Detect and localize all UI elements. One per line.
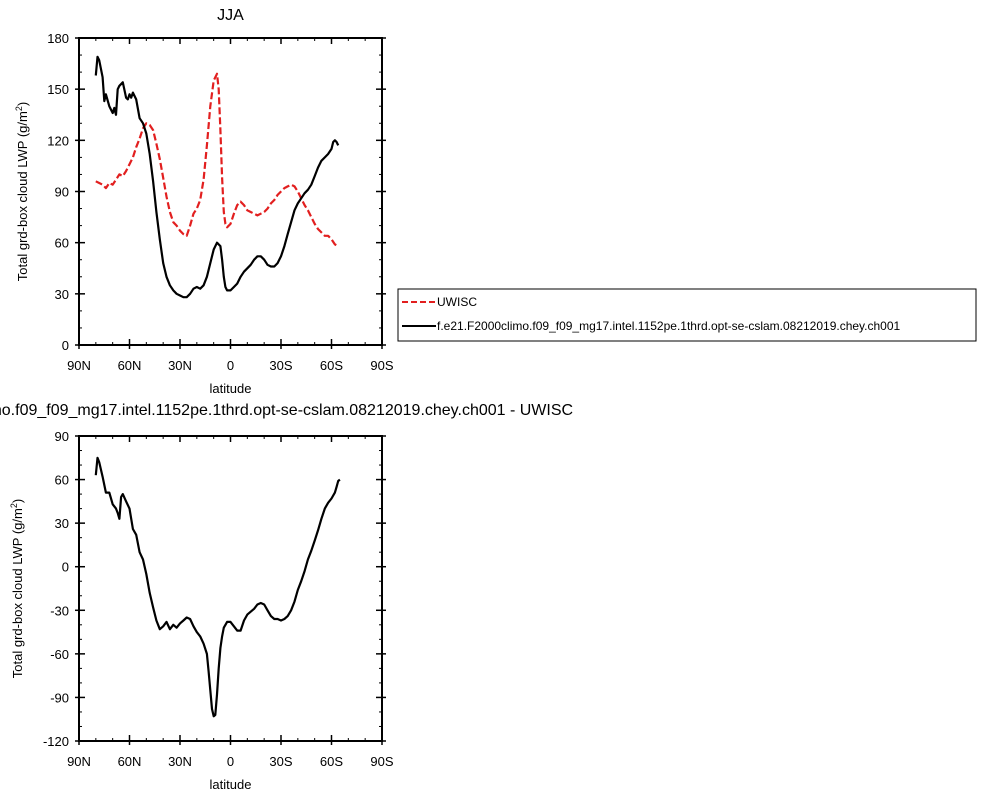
x-tick-label: 30S	[269, 754, 292, 769]
plot-frame	[78, 435, 383, 742]
chart-title: JJA	[217, 7, 244, 24]
y-tick-label: -120	[43, 734, 69, 749]
x-axis-label: latitude	[210, 777, 252, 792]
x-tick-label: 30N	[168, 358, 192, 373]
y-tick-label: 90	[55, 429, 69, 444]
y-tick-label: 0	[62, 338, 69, 353]
x-tick-label: 30N	[168, 754, 192, 769]
legend: UWISC f.e21.F2000climo.f09_f09_mg17.intel…	[397, 288, 977, 342]
x-tick-label: 90N	[67, 358, 91, 373]
y-tick-label: 60	[55, 236, 69, 251]
y-tick-label: -30	[50, 603, 69, 618]
y-tick-label: 180	[47, 31, 69, 46]
y-tick-label: 0	[62, 560, 69, 575]
chart-title: f.e21.F2000climo.f09_f09_mg17.intel.1152…	[0, 402, 573, 419]
chart-2: f.e21.F2000climo.f09_f09_mg17.intel.1152…	[0, 402, 573, 792]
legend-label-2: f.e21.F2000climo.f09_f09_mg17.intel.1152…	[437, 319, 901, 333]
y-tick-label: 120	[47, 133, 69, 148]
y-axis-label-sup: 2	[14, 106, 24, 111]
y-tick-label: 60	[55, 473, 69, 488]
y-tick-label: 30	[55, 516, 69, 531]
y-tick-label: 90	[55, 185, 69, 200]
y-axis-label: Total grd-box cloud LWP (g/m2)	[9, 499, 25, 678]
y-tick-label: 150	[47, 82, 69, 97]
y-axis-label: Total grd-box cloud LWP (g/m2)	[14, 102, 30, 281]
series-line-2	[94, 55, 340, 299]
y-axis-label-text: Total grd-box cloud LWP (g/m	[15, 111, 30, 281]
legend-box	[397, 288, 977, 342]
x-tick-label: 0	[227, 358, 234, 373]
x-tick-label: 60S	[320, 754, 343, 769]
y-tick-label: -90	[50, 690, 69, 705]
x-tick-label: 90N	[67, 754, 91, 769]
y-axis-label-end: )	[15, 102, 30, 106]
x-tick-label: 30S	[269, 358, 292, 373]
x-tick-label: 60N	[118, 358, 142, 373]
x-tick-label: 60N	[118, 754, 142, 769]
x-tick-label: 90S	[370, 754, 393, 769]
y-axis-label-end: )	[10, 499, 25, 503]
chart-1: JJA 90N 60N 30N 0 30S 60S 90S 0 30 60 90 120 150 180 la…	[14, 7, 977, 396]
plot-frame	[78, 37, 383, 346]
legend-label-1: UWISC	[437, 295, 477, 309]
y-tick-label: -60	[50, 647, 69, 662]
y-tick-label: 30	[55, 287, 69, 302]
series-line-1	[95, 72, 339, 248]
x-tick-label: 60S	[320, 358, 343, 373]
x-tick-label: 90S	[370, 358, 393, 373]
x-tick-label: 0	[227, 754, 234, 769]
y-axis-label-text: Total grd-box cloud LWP (g/m	[10, 508, 25, 678]
x-axis-label: latitude	[210, 381, 252, 396]
series-line-1	[94, 456, 341, 718]
y-axis-label-sup: 2	[9, 503, 19, 508]
